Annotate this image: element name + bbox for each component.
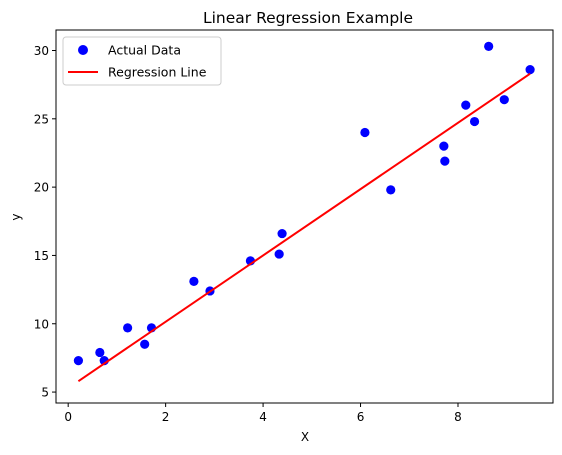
data-point (277, 228, 287, 239)
x-tick-label: 0 (64, 410, 72, 424)
data-point (469, 116, 480, 127)
chart-title: Linear Regression Example (203, 9, 413, 27)
y-tick-label: 5 (41, 386, 49, 400)
data-point (484, 41, 494, 52)
data-point (386, 185, 396, 195)
data-point (73, 356, 84, 366)
y-tick-label: 30 (34, 44, 49, 58)
data-point (461, 100, 471, 110)
y-tick-label: 15 (34, 249, 49, 263)
legend-marker-actual-data (78, 45, 88, 55)
data-point (439, 141, 449, 151)
y-tick-label: 10 (34, 317, 49, 331)
legend: Actual Data Regression Line (62, 36, 222, 86)
regression-line (77, 72, 531, 382)
x-tick-label: 8 (454, 410, 462, 424)
x-tick-label: 6 (357, 410, 365, 424)
legend-label-actual-data: Actual Data (108, 43, 181, 58)
plot-area (73, 41, 535, 382)
data-point (189, 276, 199, 286)
data-point (360, 127, 370, 138)
x-tick-label: 4 (259, 410, 267, 424)
y-tick-label: 25 (34, 112, 49, 126)
data-point (140, 339, 150, 349)
y-axis-label: y (9, 213, 23, 220)
legend-box (62, 36, 222, 86)
x-axis: 0 2 4 6 8 (64, 403, 462, 424)
data-point (525, 65, 535, 75)
legend-label-regression-line: Regression Line (108, 65, 207, 80)
x-tick-label: 2 (162, 410, 170, 424)
data-point (274, 249, 284, 259)
data-point (95, 347, 105, 358)
y-tick-label: 20 (34, 181, 49, 195)
x-axis-label: X (301, 430, 309, 444)
plot-frame (55, 29, 554, 404)
y-axis: 5 10 15 20 25 30 (34, 44, 56, 400)
data-point (123, 323, 133, 333)
data-point (440, 156, 450, 166)
data-point (499, 95, 509, 105)
